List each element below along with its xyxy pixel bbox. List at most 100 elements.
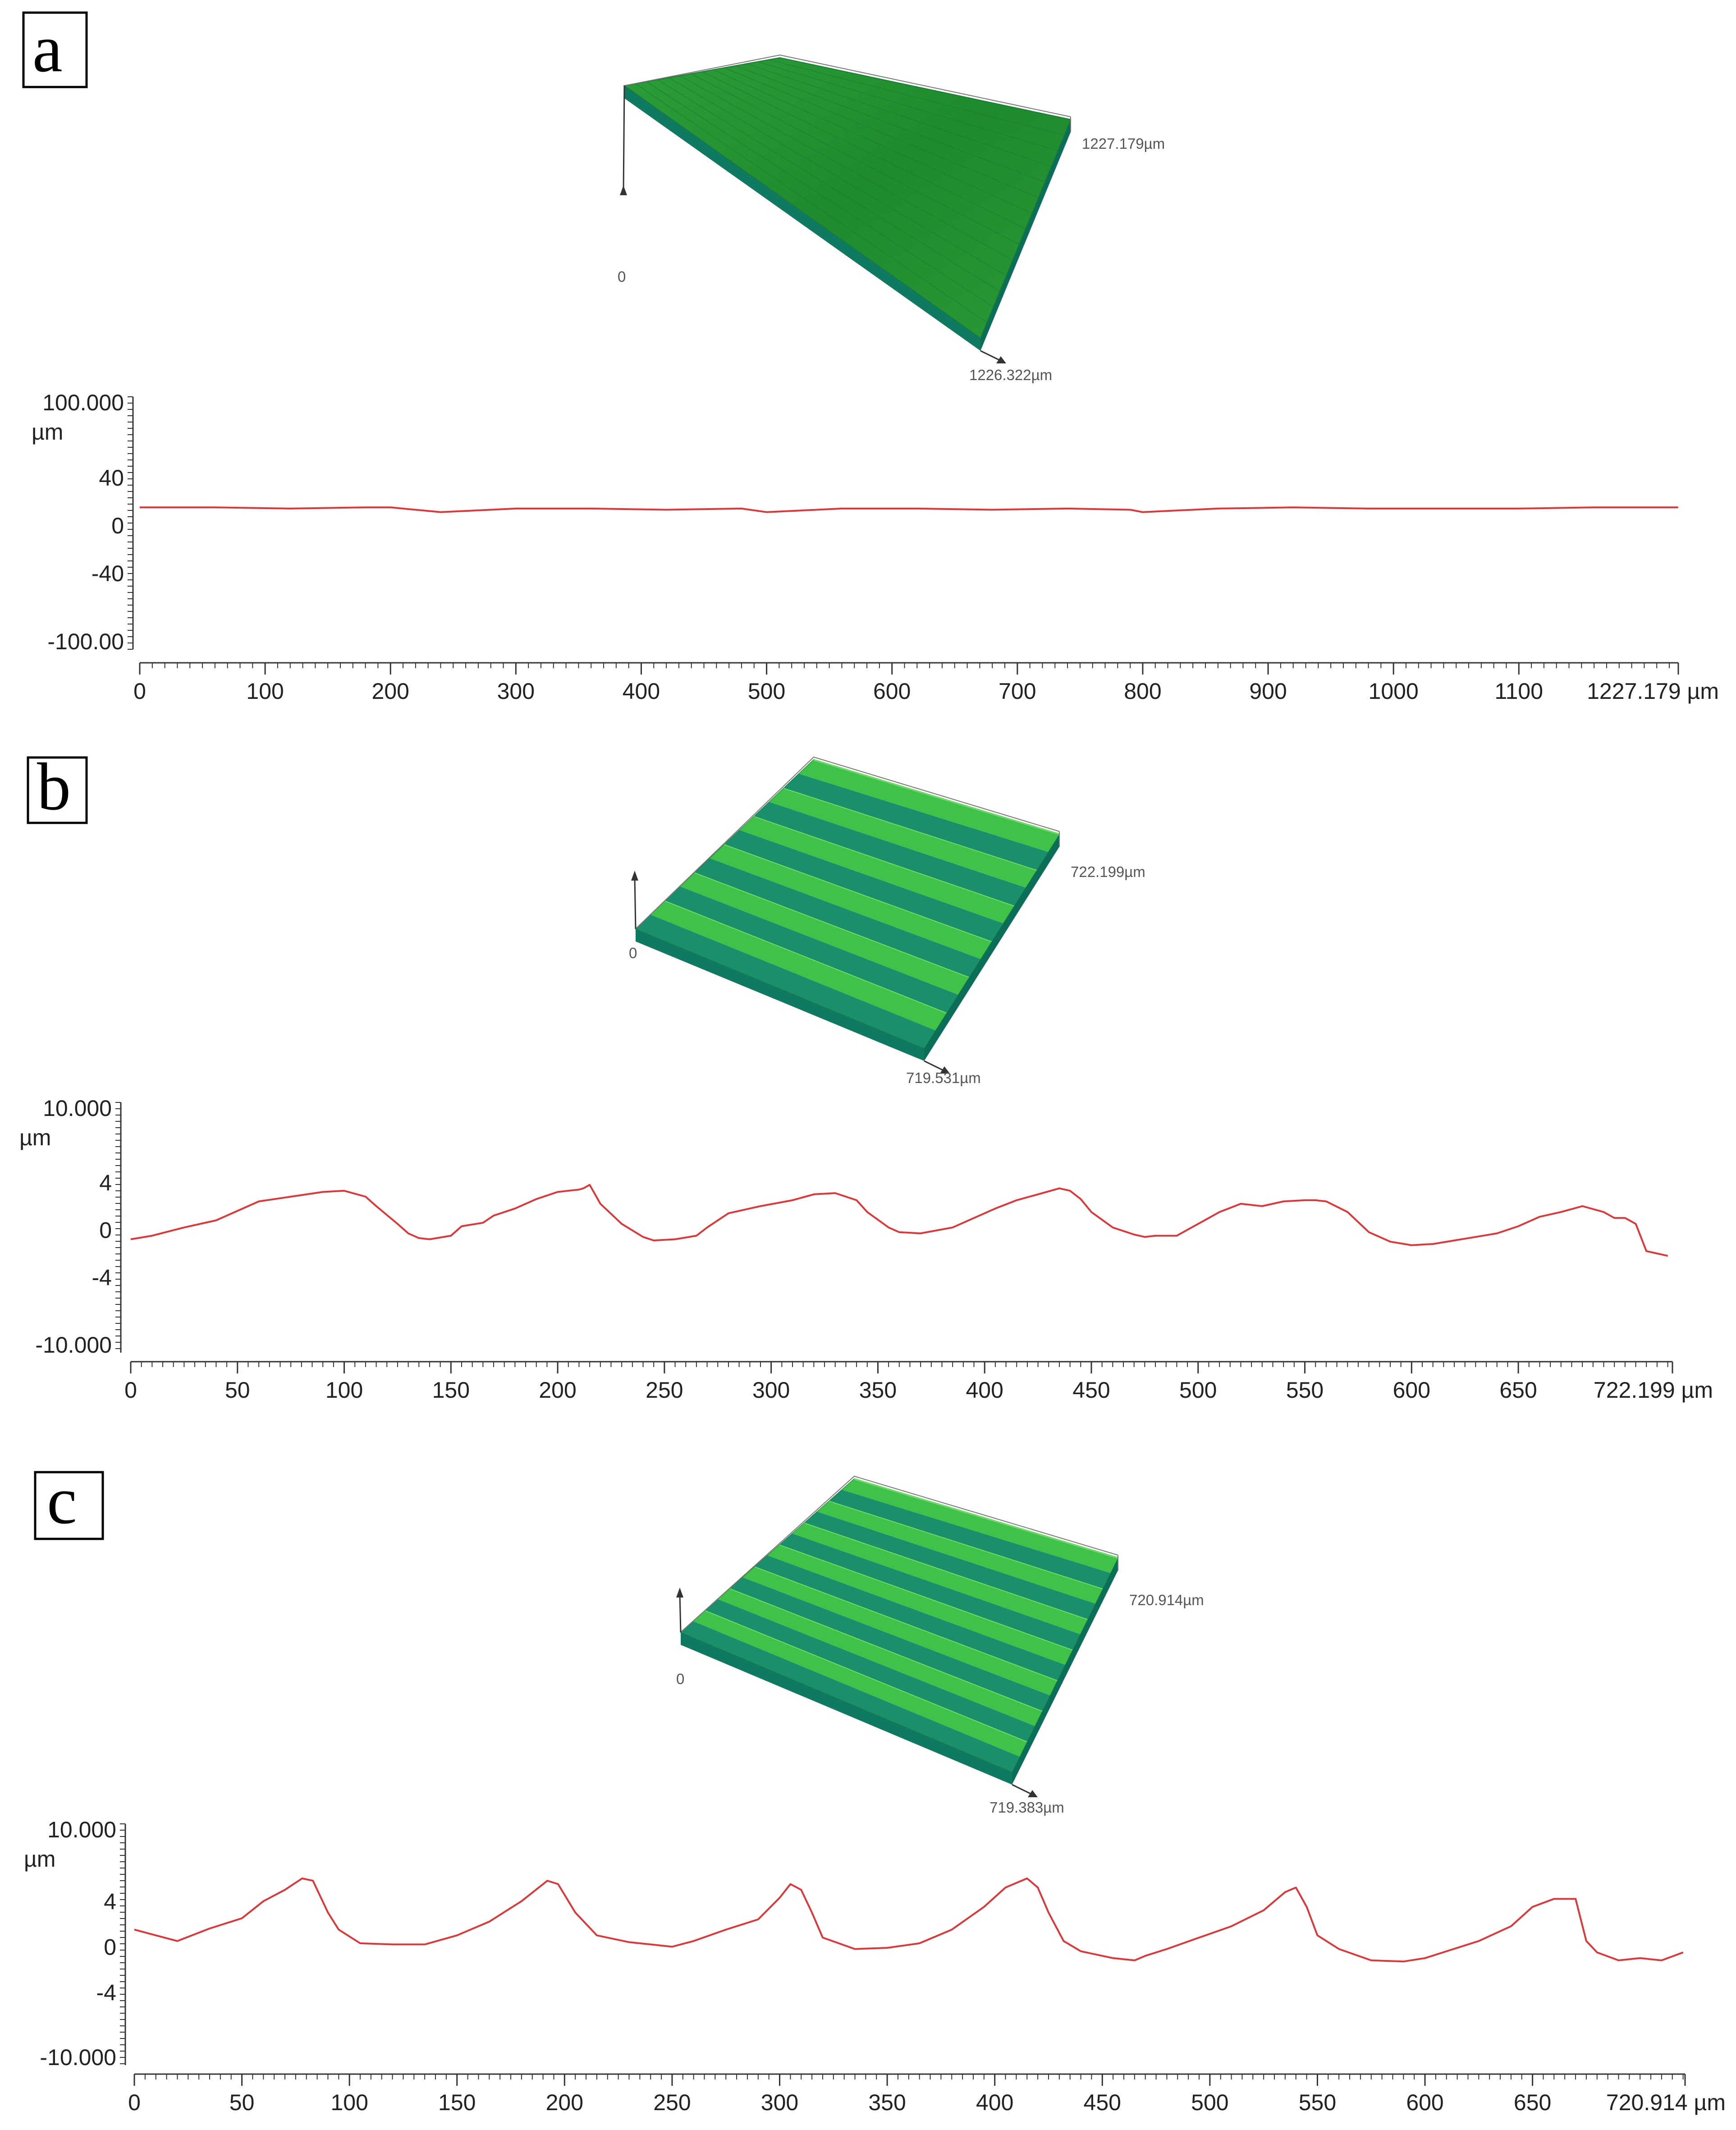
surface-streak [757, 61, 1058, 151]
x-tick-label: 450 [1072, 1377, 1110, 1403]
surface-box-edge [635, 756, 1060, 929]
x-tick-label: 600 [873, 679, 911, 704]
profile-chart: 10.000 µm 4 0 -4 -10.000 0 50 100 150 200 250 300 350… [19, 1096, 1713, 1403]
x-tick-label: 550 [1299, 2090, 1336, 2115]
x-tick-label: 350 [868, 2090, 906, 2115]
y-tick-label: -4 [92, 1265, 112, 1290]
x-tick-label: 600 [1406, 2090, 1443, 2115]
profile-data-point [1283, 1201, 1284, 1202]
surface-right-label: 722.199µm [1071, 863, 1145, 880]
x-tick-label: 400 [976, 2090, 1013, 2115]
profile-data-point [489, 1921, 490, 1922]
groove-ridge-band [792, 1523, 1088, 1634]
surface-streak [769, 59, 1064, 136]
x-tick-label: 500 [1191, 2090, 1228, 2115]
x-tick-label: 0 [124, 1377, 137, 1403]
panel-letter: a [32, 11, 63, 86]
groove-ridge-band [718, 1588, 1043, 1726]
x-tick-label: 300 [497, 679, 535, 704]
profile-data-point [1155, 1235, 1156, 1236]
x-tick-label: 300 [761, 2090, 798, 2115]
surface-3d-view: 720.914µm 719.383µm 0 [676, 1475, 1204, 1816]
x-tick-label: 700 [999, 679, 1036, 704]
groove-valley-band [665, 886, 958, 1013]
surface-front-face [636, 929, 924, 1061]
x-tick-label: 500 [1179, 1377, 1217, 1403]
profile-data-point [390, 507, 391, 508]
x-tick-label: 450 [1084, 2090, 1121, 2115]
groove-valley-band [805, 1511, 1095, 1619]
x-tick-label: 200 [539, 1377, 576, 1403]
surface-right-label: 1227.179µm [1082, 135, 1165, 152]
surface-right-label: 720.914µm [1129, 1592, 1204, 1608]
surface-streak [669, 77, 1007, 276]
x-tick-label: 100 [246, 679, 284, 704]
y-unit-label: µm [24, 1846, 55, 1872]
groove-ridge-band [742, 1566, 1058, 1696]
groove-ridge-band [767, 1544, 1073, 1665]
surface-bottom-label: 719.383µm [989, 1799, 1064, 1816]
surface-streak [735, 65, 1045, 183]
y-tick-label: -10.000 [40, 2045, 116, 2070]
y-tick-label: 4 [104, 1889, 116, 1914]
x-tick-label: 400 [966, 1377, 1003, 1403]
x-tick-label: 250 [646, 1377, 683, 1403]
groove-ridge-band [680, 872, 969, 995]
surface-streak [746, 63, 1052, 167]
surface-side-face [1012, 1558, 1118, 1785]
z-axis-arrow [631, 871, 638, 881]
x-tick-label: 900 [1249, 679, 1287, 704]
profile-data-point [1231, 1926, 1232, 1927]
profile-data-point [1317, 1935, 1318, 1936]
surface-streak [635, 83, 987, 323]
y-unit-label: µm [32, 419, 63, 445]
profile-data-point [1199, 1937, 1200, 1938]
surface-streak [702, 71, 1026, 230]
surface-box-edge [624, 54, 1071, 117]
panel-a: a1227.179µm1226.322µm0100.000µm400-40-10… [22, 11, 1719, 704]
groove-valley-band [784, 774, 1048, 870]
surface-box-edge [680, 1475, 1118, 1633]
groove-valley-band [780, 1533, 1081, 1650]
profile-chart: 10.000 µm 4 0 -4 -10.000 0 50 100 150 200 250 300 350… [24, 1817, 1726, 2115]
profile-data-point [1005, 1887, 1006, 1888]
surface-bottom-label: 1226.322µm [969, 367, 1052, 383]
x-tick-label: 0 [128, 2090, 141, 2115]
x-tick-label: 400 [623, 679, 660, 704]
panel-b: b 722.199µm 719.531µm 0 10.000 µm 4 0 -4 -10.000 0… [19, 749, 1713, 1403]
y-tick-label: 0 [99, 1218, 112, 1243]
x-axis-line-3d [1012, 1784, 1033, 1795]
groove-ridge-band [842, 1479, 1118, 1573]
panel-letter-box [27, 756, 88, 824]
profile-data-point [1582, 1206, 1583, 1207]
groove-ridge-band [693, 1610, 1027, 1757]
x-tick-label: 50 [225, 1377, 250, 1403]
x-tick-label: 1100 [1495, 679, 1544, 704]
profile-data-point [365, 507, 366, 508]
x-tick-label: 800 [1124, 679, 1161, 704]
y-tick-label: -40 [92, 561, 124, 586]
x-axis-arrow-3d [1028, 1790, 1038, 1797]
x-tick-label: 100 [325, 1377, 363, 1403]
x-tick-label: 300 [752, 1377, 790, 1403]
surface-origin-label: 0 [676, 1671, 684, 1687]
x-axis-line-3d [980, 350, 1001, 362]
profile-series-line [130, 1184, 1668, 1257]
profile-data-point [392, 1944, 393, 1945]
x-tick-label: 50 [229, 2090, 255, 2115]
x-tick-label: 500 [748, 679, 785, 704]
surface-front-face [624, 86, 980, 351]
y-tick-label: -4 [96, 1980, 116, 2006]
groove-ridge-band [710, 844, 992, 959]
surface-streak [646, 81, 994, 308]
x-tick-label: 600 [1393, 1377, 1430, 1403]
y-tick-label: -10.000 [35, 1332, 112, 1358]
surface-streak [691, 73, 1020, 245]
panel-letter-box [34, 1471, 104, 1540]
profile-data-point [575, 1912, 576, 1913]
surface-3d-view: 722.199µm 719.531µm 0 [629, 756, 1145, 1086]
panel-c: c 720.914µm 719.383µm 0 10.000 µm 4 0 -4 -10.000 0… [24, 1463, 1726, 2115]
panel-letter: b [37, 749, 71, 824]
profile-series-line [140, 506, 1678, 513]
z-axis-arrow [676, 1588, 683, 1598]
